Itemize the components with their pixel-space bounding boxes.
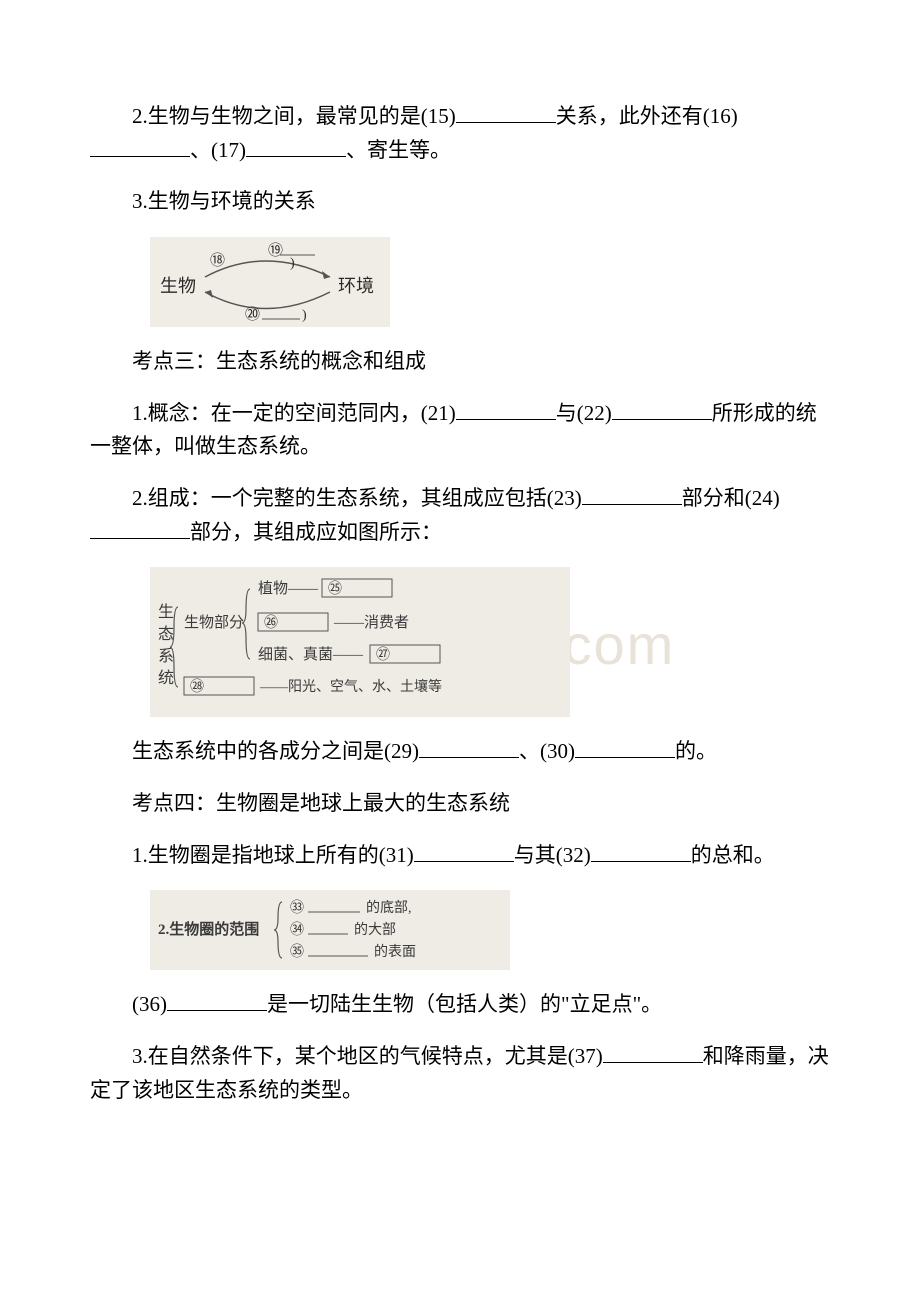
blank-30: [575, 735, 675, 758]
svg-text:生物部分: 生物部分: [184, 614, 244, 631]
svg-text:——阳光、空气、水、土壤等: ——阳光、空气、水、土壤等: [259, 678, 442, 695]
blank-23: [582, 482, 682, 505]
svg-text:㉟: ㉟: [290, 943, 304, 959]
text-run: 与(22): [556, 401, 612, 425]
text-run: 、(17): [190, 138, 246, 162]
text-run: 的总和。: [691, 843, 775, 867]
diagram1-left-label: 生物: [160, 276, 196, 296]
svg-text:的大部: 的大部: [354, 922, 396, 938]
svg-text:㉝: ㉝: [290, 899, 304, 915]
svg-text:植物——: 植物——: [258, 580, 319, 597]
svg-text:㉗: ㉗: [376, 646, 390, 662]
text-run: 2.组成：一个完整的生态系统，其组成应包括(23): [132, 486, 582, 510]
svg-text:系: 系: [158, 647, 174, 665]
blank-36: [167, 988, 267, 1011]
svg-text:生: 生: [158, 603, 174, 621]
svg-text:统: 统: [158, 669, 174, 687]
blank-17: [246, 134, 346, 157]
text-run: (36): [132, 992, 167, 1016]
kaodian-4-heading: 考点四：生物圈是地球上最大的生态系统: [90, 787, 830, 821]
text-run: 3.在自然条件下，某个地区的气候特点，尤其是(37): [132, 1044, 603, 1068]
text-run: 考点四：生物圈是地球上最大的生态系统: [132, 791, 510, 815]
blank-16: [90, 134, 190, 157]
text-run: 考点三：生态系统的概念和组成: [132, 349, 426, 373]
text-run: 关系，此外还有(16): [556, 104, 738, 128]
blank-31: [414, 839, 514, 862]
diagram-ecosystem-composition: 生 态 系 统 生物部分 植物—— ㉕ ㉖ ——消费者 细菌、真菌—— ㉗ ㉘: [150, 567, 830, 717]
blank-22: [612, 397, 712, 420]
text-run: 1.概念：在一定的空间范同内，(21): [132, 401, 456, 425]
diagram1-num-19: ⑲: [268, 242, 283, 259]
text-run: 部分和(24): [682, 486, 780, 510]
text-run: 3.生物与环境的关系: [132, 189, 316, 213]
document-content: 2.生物与生物之间，最常见的是(15) 关系，此外还有(16) 、(17) 、寄生等。…: [90, 100, 830, 1107]
text-run: 、寄生等。: [346, 138, 451, 162]
paragraph-3-heading: 3.生物与环境的关系: [90, 185, 830, 219]
svg-text:㉞: ㉞: [290, 921, 304, 937]
paragraph-foothold: (36) 是一切陆生生物（包括人类）的"立足点"。: [90, 988, 830, 1022]
svg-text:): ): [302, 308, 307, 323]
diagram1-num-20: ⑳: [245, 306, 260, 323]
svg-text:——消费者: ——消费者: [333, 614, 409, 631]
svg-text:2.生物圈的范围: 2.生物圈的范围: [158, 920, 259, 938]
svg-text:㉕: ㉕: [328, 580, 342, 596]
blank-21: [456, 397, 556, 420]
paragraph-2-biology-relations: 2.生物与生物之间，最常见的是(15) 关系，此外还有(16) 、(17) 、寄生等。: [90, 100, 830, 167]
paragraph-biosphere-def: 1.生物圈是指地球上所有的(31) 与其(32) 的总和。: [90, 839, 830, 873]
svg-text:态: 态: [158, 625, 174, 643]
diagram-biosphere-range: 2.生物圈的范围 ㉝ 的底部, ㉞ 的大部 ㉟ 的表面: [150, 890, 830, 970]
text-run: 的。: [675, 739, 717, 763]
blank-32: [591, 839, 691, 862]
svg-text:㉖: ㉖: [264, 614, 278, 630]
kaodian-3-heading: 考点三：生态系统的概念和组成: [90, 345, 830, 379]
text-run: 、(30): [519, 739, 575, 763]
blank-37: [603, 1040, 703, 1063]
text-run: 是一切陆生生物（包括人类）的"立足点"。: [267, 992, 662, 1016]
paragraph-concept: 1.概念：在一定的空间范同内，(21)与(22)所形成的统一整体，叫做生态系统。: [90, 397, 830, 464]
svg-text:细菌、真菌——: 细菌、真菌——: [258, 645, 364, 663]
svg-text:㉘: ㉘: [190, 678, 204, 694]
diagram1-num-18: ⑱: [210, 252, 225, 269]
svg-text:): ): [290, 256, 295, 271]
paragraph-composition: 2.组成：一个完整的生态系统，其组成应包括(23) 部分和(24) 部分，其组成应如…: [90, 482, 830, 549]
blank-15: [456, 100, 556, 123]
diagram-organism-environment: 生物 环境 ⑱ ⑲ ) ⑳ ): [150, 237, 830, 327]
text-run: 生态系统中的各成分之间是(29): [132, 739, 419, 763]
paragraph-climate: 3.在自然条件下，某个地区的气候特点，尤其是(37)和降雨量，决定了该地区生态系…: [90, 1040, 830, 1107]
text-run: 与其(32): [514, 843, 591, 867]
blank-24: [90, 516, 190, 539]
blank-29: [419, 735, 519, 758]
paragraph-components-relation: 生态系统中的各成分之间是(29) 、(30) 的。: [90, 735, 830, 769]
text-run: 1.生物圈是指地球上所有的(31): [132, 843, 414, 867]
text-run: 2.生物与生物之间，最常见的是(15): [132, 104, 456, 128]
svg-text:的表面: 的表面: [374, 944, 416, 960]
text-run: 部分，其组成应如图所示：: [190, 520, 442, 544]
svg-text:的底部,: 的底部,: [366, 900, 412, 916]
diagram1-right-label: 环境: [338, 276, 374, 296]
